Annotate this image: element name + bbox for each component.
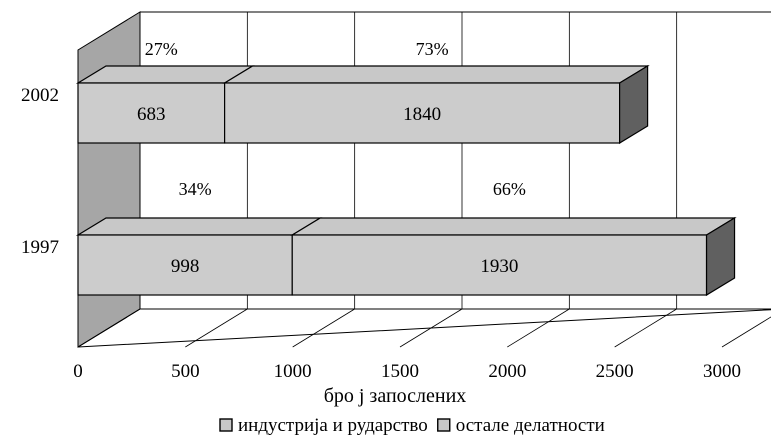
legend-label: индустрија и рударство	[238, 415, 428, 436]
x-axis-label: бро ј запослених	[324, 385, 467, 407]
data-label: 998	[171, 256, 200, 277]
x-tick-label: 2500	[596, 361, 634, 382]
data-label: 683	[137, 104, 166, 125]
bar-top-face	[222, 65, 650, 84]
floor-gridline	[185, 308, 248, 348]
x-tick-label: 500	[171, 361, 200, 382]
x-tick-label: 0	[73, 361, 83, 382]
legend-swatch	[219, 418, 233, 432]
bar-end-cap	[619, 64, 649, 145]
bar-top-face	[75, 65, 255, 84]
x-tick-label: 1000	[274, 361, 312, 382]
bar-segment	[77, 234, 293, 296]
percent-label: 34%	[179, 179, 212, 199]
data-label: 1930	[480, 256, 518, 277]
floor-gridline	[292, 308, 355, 348]
bar-segment	[224, 82, 621, 144]
bar-end-cap	[705, 216, 736, 297]
floor-gridline	[77, 308, 141, 348]
side-wall	[77, 11, 141, 348]
percent-label: 27%	[145, 39, 178, 59]
percent-label: 73%	[416, 39, 449, 59]
y-tick-label: 1997	[21, 237, 59, 258]
bar-segment	[77, 82, 226, 144]
floor-gridline	[614, 308, 677, 348]
y-tick-label: 2002	[21, 85, 59, 106]
data-label: 1840	[403, 104, 441, 125]
bar-segment	[291, 234, 708, 296]
legend-label: остале делатности	[456, 415, 605, 436]
floor-gridline	[399, 308, 463, 348]
x-tick-label: 1500	[381, 361, 419, 382]
bar-top-face	[75, 217, 323, 236]
bar-top-face	[290, 217, 737, 236]
x-tick-label: 3000	[703, 361, 741, 382]
x-tick-label: 2000	[488, 361, 526, 382]
floor-gridline	[507, 308, 570, 348]
percent-label: 66%	[493, 179, 526, 199]
legend-swatch	[437, 418, 451, 432]
floor-gridline	[721, 316, 771, 348]
